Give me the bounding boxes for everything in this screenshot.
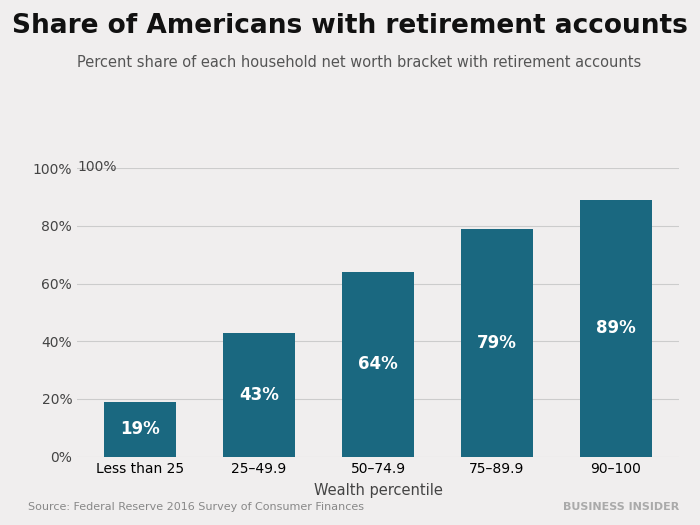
Text: 64%: 64% — [358, 355, 398, 373]
Bar — [104, 402, 176, 457]
Text: 100%: 100% — [77, 160, 116, 174]
Text: Source: Federal Reserve 2016 Survey of Consumer Finances: Source: Federal Reserve 2016 Survey of C… — [28, 502, 364, 512]
Bar — [580, 200, 652, 457]
X-axis label: Wealth percentile: Wealth percentile — [314, 482, 442, 498]
Text: 43%: 43% — [239, 386, 279, 404]
Bar — [342, 272, 414, 457]
Text: 19%: 19% — [120, 421, 160, 438]
Bar — [461, 229, 533, 457]
Bar — [223, 333, 295, 457]
Text: BUSINESS INSIDER: BUSINESS INSIDER — [563, 502, 679, 512]
Text: Share of Americans with retirement accounts: Share of Americans with retirement accou… — [12, 13, 688, 39]
Text: 79%: 79% — [477, 334, 517, 352]
Text: Percent share of each household net worth bracket with retirement accounts: Percent share of each household net wort… — [77, 55, 641, 70]
Text: 89%: 89% — [596, 319, 636, 337]
